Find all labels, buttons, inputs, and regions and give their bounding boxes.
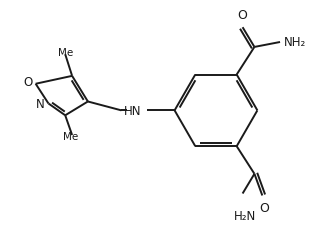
Text: O: O: [259, 202, 269, 214]
Text: Me: Me: [58, 48, 73, 58]
Text: O: O: [23, 76, 32, 89]
Text: N: N: [36, 97, 45, 110]
Text: H₂N: H₂N: [233, 209, 256, 222]
Text: NH₂: NH₂: [284, 36, 306, 49]
Text: Me: Me: [62, 131, 78, 141]
Text: O: O: [238, 9, 247, 22]
Text: HN: HN: [124, 104, 141, 117]
